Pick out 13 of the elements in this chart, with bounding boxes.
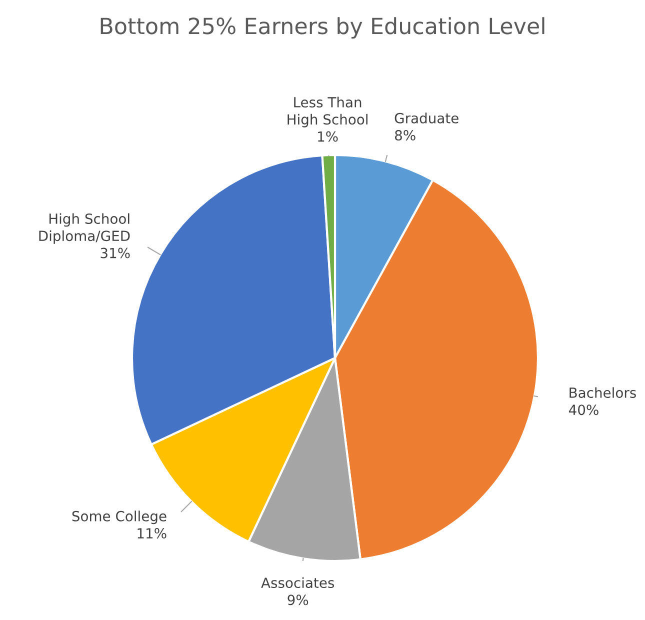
data-label: 9% [288, 594, 308, 606]
chart-title: Bottom 25% Earners by Education Level [100, 17, 544, 39]
data-label: 8% [395, 130, 416, 141]
data-label: 11% [138, 528, 166, 539]
slice-label: Less Than High School [288, 96, 368, 128]
data-label: 1% [318, 131, 338, 142]
slice-label: Graduate [394, 112, 458, 124]
slice-label: High School Diploma/GED [39, 213, 130, 244]
slice-label: Some College [72, 510, 166, 524]
slice-label: Bachelors [570, 387, 636, 398]
data-label: 31% [100, 248, 130, 258]
slice-label: Associates [261, 577, 334, 588]
data-label: 40% [568, 404, 598, 416]
